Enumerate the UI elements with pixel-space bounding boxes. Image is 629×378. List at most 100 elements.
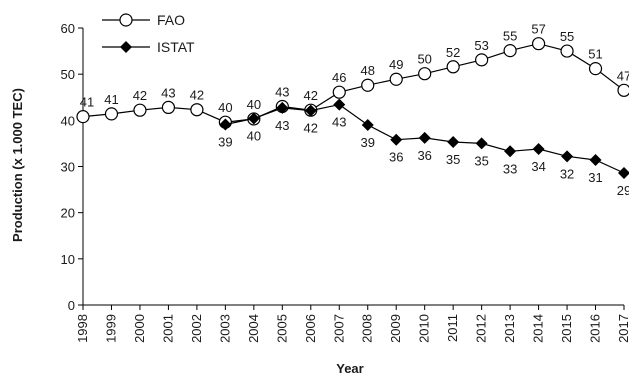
data-point-fao — [503, 44, 517, 58]
data-label-istat: 40 — [247, 128, 261, 143]
data-point-istat — [333, 98, 346, 111]
data-label-istat: 36 — [389, 150, 403, 165]
data-point-istat — [390, 133, 403, 146]
x-tick-label: 2000 — [132, 314, 147, 343]
x-tick-label: 2004 — [246, 314, 261, 343]
data-label-istat: 32 — [560, 166, 574, 181]
data-label-fao: 53 — [474, 38, 488, 53]
data-point-fao — [361, 78, 375, 92]
legend: FAO ISTAT — [102, 12, 195, 55]
data-label-istat: 29 — [617, 183, 629, 198]
x-tick-label: 2007 — [331, 314, 346, 343]
data-point-istat — [532, 142, 545, 155]
x-tick-label: 2008 — [360, 314, 375, 343]
data-point-fao — [617, 83, 629, 97]
x-tick-label: 1998 — [75, 314, 90, 343]
data-label-istat: 35 — [446, 152, 460, 167]
x-tick-label: 2014 — [531, 314, 546, 343]
data-point-fao — [76, 110, 90, 124]
data-point-istat — [247, 112, 260, 125]
data-point-istat — [418, 131, 431, 144]
data-point-fao — [475, 53, 489, 67]
x-tick-label: 2015 — [559, 314, 574, 343]
y-axis-title: Production (x 1.000 TEC) — [10, 88, 25, 242]
y-tick-label: 0 — [68, 298, 75, 313]
data-label-fao: 52 — [446, 45, 460, 60]
data-label-fao: 50 — [417, 52, 431, 67]
data-label-fao: 47 — [617, 68, 629, 83]
data-label-fao: 42 — [190, 88, 204, 103]
data-label-istat: 35 — [474, 153, 488, 168]
data-point-fao — [190, 103, 204, 117]
data-label-fao: 43 — [161, 85, 175, 100]
data-point-istat — [276, 101, 289, 114]
x-tick-label: 2013 — [502, 314, 517, 343]
data-point-istat — [304, 104, 317, 117]
legend-label-fao: FAO — [157, 12, 185, 28]
data-label-fao: 48 — [361, 63, 375, 78]
legend-marker-fao — [119, 13, 133, 27]
data-label-fao: 55 — [503, 29, 517, 44]
x-tick-label: 2012 — [474, 314, 489, 343]
legend-label-istat: ISTAT — [157, 39, 195, 55]
data-point-fao — [588, 62, 603, 76]
x-tick-label: 2006 — [303, 314, 318, 343]
y-tick-label: 40 — [61, 113, 75, 128]
data-label-istat: 36 — [417, 148, 431, 163]
data-point-fao — [560, 44, 574, 58]
data-point-istat — [504, 145, 517, 158]
x-tick-label: 2010 — [417, 314, 432, 343]
data-label-fao: 41 — [104, 92, 118, 107]
y-tick-label: 30 — [61, 160, 75, 175]
data-point-fao — [531, 37, 546, 51]
y-tick-label: 10 — [61, 252, 75, 267]
data-point-fao — [446, 60, 460, 74]
data-point-fao — [418, 67, 432, 81]
x-tick-label: 2002 — [189, 314, 204, 343]
data-label-fao: 40 — [218, 100, 232, 115]
data-label-istat: 39 — [361, 135, 375, 150]
x-axis-ticks: 1998 1999 2000 2001 2002 2003 2004 2005 2006 2007… — [75, 305, 629, 343]
data-label-fao: 46 — [332, 70, 346, 85]
x-tick-label: 1999 — [103, 314, 118, 343]
data-point-fao — [332, 85, 346, 99]
data-label-istat: 31 — [588, 170, 602, 185]
data-point-istat — [589, 154, 602, 167]
x-tick-label: 2011 — [445, 314, 460, 342]
data-point-istat — [219, 118, 232, 131]
legend-marker-istat — [120, 41, 132, 53]
y-axis-ticks: 0 10 20 30 40 50 60 — [61, 21, 83, 313]
data-label-fao: 43 — [275, 84, 289, 99]
data-point-istat — [361, 118, 374, 131]
data-label-istat: 43 — [275, 118, 289, 133]
data-point-fao — [161, 100, 176, 115]
data-label-fao: 42 — [304, 88, 318, 103]
data-label-fao: 51 — [588, 47, 602, 62]
data-label-istat: 33 — [503, 161, 517, 176]
x-tick-label: 2001 — [160, 314, 175, 343]
data-point-istat — [618, 166, 629, 179]
data-label-fao: 41 — [80, 95, 94, 110]
data-label-istat: 34 — [531, 159, 545, 174]
data-point-fao — [133, 103, 147, 117]
data-point-fao — [104, 107, 119, 121]
data-label-istat: 39 — [218, 134, 232, 149]
x-tick-label: 2005 — [274, 314, 289, 343]
data-point-istat — [475, 137, 488, 150]
data-label-fao: 40 — [247, 97, 261, 112]
data-label-istat: 42 — [304, 121, 318, 136]
x-tick-label: 2016 — [588, 314, 603, 343]
series-layer — [76, 37, 629, 179]
y-tick-label: 60 — [61, 21, 75, 36]
y-tick-label: 20 — [61, 206, 75, 221]
data-label-fao: 55 — [560, 29, 574, 44]
data-label-fao: 42 — [133, 88, 147, 103]
data-label-fao: 49 — [389, 57, 403, 72]
data-point-istat — [447, 136, 460, 149]
data-point-fao — [389, 72, 403, 86]
x-tick-label: 2003 — [217, 314, 232, 343]
x-axis-title: Year — [336, 361, 363, 376]
y-tick-label: 50 — [61, 67, 75, 82]
data-label-fao: 57 — [531, 22, 545, 37]
